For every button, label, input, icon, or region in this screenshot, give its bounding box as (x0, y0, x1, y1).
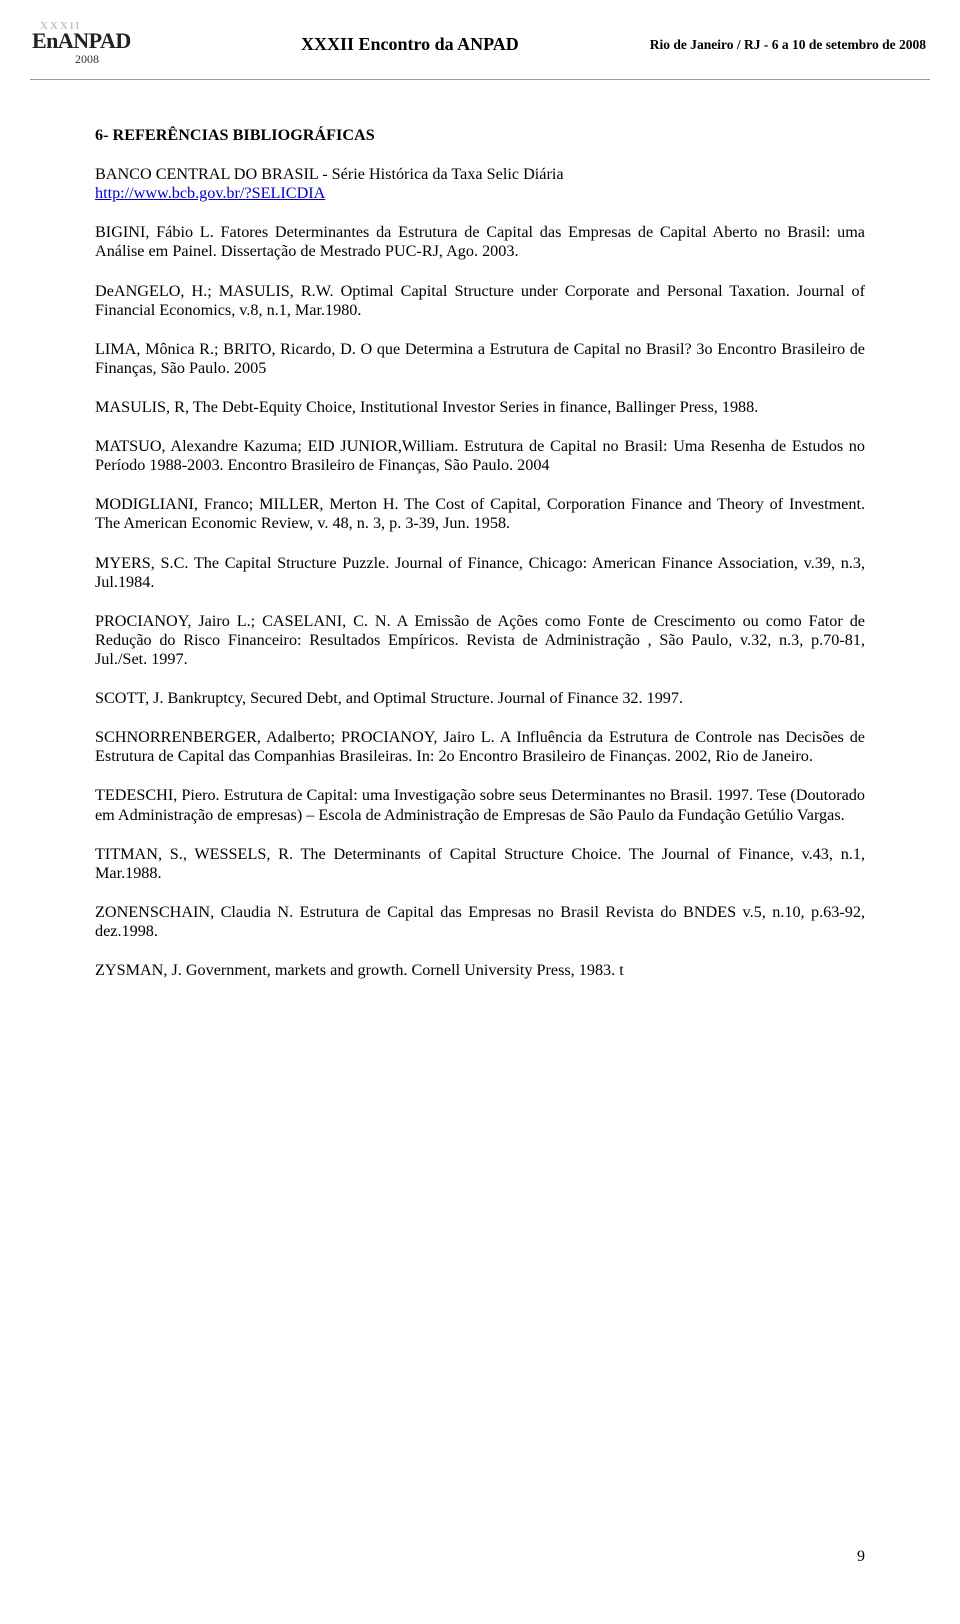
reference-item: MASULIS, R, The Debt-Equity Choice, Inst… (95, 398, 865, 417)
logo-year: 2008 (32, 52, 142, 67)
reference-item: TEDESCHI, Piero. Estrutura de Capital: u… (95, 786, 865, 824)
reference-item: DeANGELO, H.; MASULIS, R.W. Optimal Capi… (95, 282, 865, 320)
reference-item: LIMA, Mônica R.; BRITO, Ricardo, D. O qu… (95, 340, 865, 378)
section-title: 6- REFERÊNCIAS BIBLIOGRÁFICAS (95, 126, 865, 145)
reference-item: PROCIANOY, Jairo L.; CASELANI, C. N. A E… (95, 612, 865, 669)
reference-item: TITMAN, S., WESSELS, R. The Determinants… (95, 845, 865, 883)
reference-item: MYERS, S.C. The Capital Structure Puzzle… (95, 554, 865, 592)
reference-text: BANCO CENTRAL DO BRASIL - Série Históric… (95, 165, 564, 183)
reference-item: BIGINI, Fábio L. Fatores Determinantes d… (95, 223, 865, 261)
header-conference-name: XXXII Encontro da ANPAD (170, 34, 650, 55)
page-header: XXXII EnANPAD 2008 XXXII Encontro da ANP… (30, 0, 930, 80)
reference-link[interactable]: http://www.bcb.gov.br/?SELICDIA (95, 184, 325, 202)
conference-logo: XXXII EnANPAD 2008 (32, 22, 142, 67)
page-number: 9 (857, 1548, 865, 1566)
reference-item: ZONENSCHAIN, Claudia N. Estrutura de Cap… (95, 903, 865, 941)
reference-item: MODIGLIANI, Franco; MILLER, Merton H. Th… (95, 495, 865, 533)
header-location-dates: Rio de Janeiro / RJ - 6 a 10 de setembro… (650, 37, 930, 53)
reference-item: ZYSMAN, J. Government, markets and growt… (95, 961, 865, 980)
reference-item: SCOTT, J. Bankruptcy, Secured Debt, and … (95, 689, 865, 708)
reference-item: SCHNORRENBERGER, Adalberto; PROCIANOY, J… (95, 728, 865, 766)
logo-edition: XXXII (40, 20, 81, 32)
reference-item: BANCO CENTRAL DO BRASIL - Série Históric… (95, 165, 865, 203)
page-content: 6- REFERÊNCIAS BIBLIOGRÁFICAS BANCO CENT… (0, 80, 960, 980)
reference-item: MATSUO, Alexandre Kazuma; EID JUNIOR,Wil… (95, 437, 865, 475)
